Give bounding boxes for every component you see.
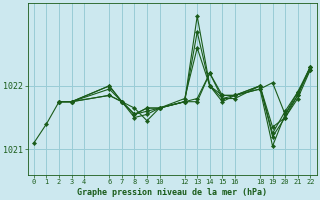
- X-axis label: Graphe pression niveau de la mer (hPa): Graphe pression niveau de la mer (hPa): [77, 188, 267, 197]
